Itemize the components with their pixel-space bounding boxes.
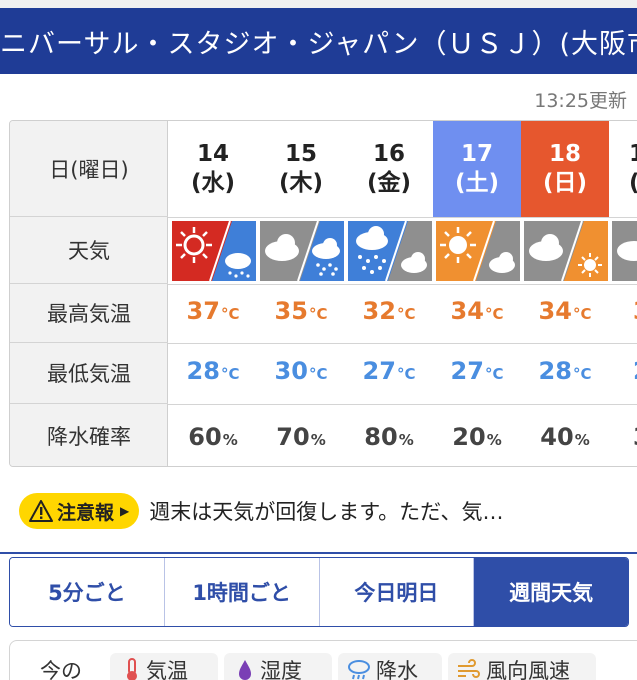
- day-column[interactable]: 15 (木) 35°C 30°C 70%: [257, 121, 345, 466]
- advisory-label: 注意報: [57, 501, 115, 524]
- label-date: 日(曜日): [10, 121, 168, 217]
- cloudy-then-rain-icon: [260, 221, 344, 281]
- weekly-forecast-table: 日(曜日) 天気 最高気温 最低気温 降水確率 14 (水) 37: [9, 120, 637, 467]
- high-temp: 32°C: [362, 297, 416, 325]
- day-weekday: (金): [366, 170, 412, 196]
- warning-icon: [29, 500, 53, 522]
- current-conditions-bar: 今の 気温 湿度 降水 風向風速: [9, 640, 637, 680]
- row-divider: [168, 217, 637, 218]
- day-weekday: (水): [190, 170, 236, 196]
- chip-precipitation[interactable]: [338, 653, 442, 680]
- precipitation-link[interactable]: 降水: [346, 655, 418, 680]
- precip-chance: 60%: [188, 423, 238, 451]
- precip-chance: 80%: [364, 423, 414, 451]
- section-divider: [0, 552, 637, 554]
- day-header: 16 (金): [345, 121, 433, 217]
- day-header-saturday: 17 (土): [433, 121, 521, 217]
- day-date: 18: [548, 141, 581, 167]
- current-label: 今の: [40, 659, 82, 680]
- day-column[interactable]: 18 (日) 34°C 28°C 40%: [521, 121, 609, 466]
- low-temp: 28°C: [538, 357, 592, 385]
- high-temp: 34°C: [538, 297, 592, 325]
- precip-chance: 40%: [540, 423, 590, 451]
- label-precip: 降水確率: [47, 425, 131, 449]
- caret-right-icon: ▶: [120, 504, 130, 518]
- sunny-then-rain-icon: [172, 221, 256, 281]
- tab-today-tomorrow[interactable]: 今日明日: [319, 558, 475, 626]
- tab-weekly[interactable]: 週間天気: [474, 558, 628, 626]
- tab-hourly[interactable]: 1時間ごと: [164, 558, 320, 626]
- high-temp: 35°C: [274, 297, 328, 325]
- humidity-link[interactable]: 湿度: [236, 655, 302, 680]
- thermometer-icon: [127, 658, 137, 680]
- cloudy-then-sunny-icon: [524, 221, 608, 281]
- location-title: ニバーサル・スタジオ・ジャパン（ＵＳＪ）(大阪市: [0, 29, 637, 60]
- day-date: 14: [196, 141, 229, 167]
- row-divider: [168, 284, 637, 285]
- high-temp: 3: [609, 297, 637, 325]
- day-weekday: (土): [454, 170, 500, 196]
- sunny-then-cloudy-icon: [436, 221, 520, 281]
- label-column: 日(曜日) 天気 最高気温 最低気温 降水確率: [10, 121, 168, 466]
- wind-icon: [458, 659, 480, 678]
- rain-then-cloudy-icon: [348, 221, 432, 281]
- low-temp: 28°C: [186, 357, 240, 385]
- top-edge: [0, 0, 637, 8]
- location-header[interactable]: ニバーサル・スタジオ・ジャパン（ＵＳＪ）(大阪市: [0, 8, 637, 74]
- row-divider: [168, 404, 637, 405]
- day-column[interactable]: 14 (水) 37°C 28°C 60%: [169, 121, 257, 466]
- day-header: 14 (水): [169, 121, 257, 217]
- label-high: 最高気温: [10, 284, 168, 343]
- precip-chance: 3: [609, 423, 637, 451]
- advisory-badge[interactable]: 注意報 ▶: [19, 493, 140, 529]
- low-temp: 30°C: [274, 357, 328, 385]
- day-header-sunday: 18 (日): [521, 121, 609, 217]
- day-date: 17: [460, 141, 493, 167]
- low-temp: 27°C: [450, 357, 504, 385]
- day-header: 15 (木): [257, 121, 345, 217]
- droplet-icon: [239, 660, 251, 680]
- label-low: 最低気温: [10, 343, 168, 404]
- day-weekday: (木): [278, 170, 324, 196]
- low-temp: 27°C: [362, 357, 416, 385]
- day-date: 16: [372, 141, 405, 167]
- wind-link[interactable]: 風向風速: [456, 655, 570, 680]
- day-column[interactable]: 1 ( 3 2 3: [609, 121, 637, 466]
- notice-text[interactable]: 週末は天気が回復します。ただ、気…: [149, 500, 504, 524]
- day-column[interactable]: 16 (金) 32°C 27°C 80%: [345, 121, 433, 466]
- day-date: 15: [284, 141, 317, 167]
- label-weather: 天気: [10, 217, 168, 284]
- high-temp: 37°C: [186, 297, 240, 325]
- low-temp: 2: [609, 357, 637, 385]
- day-weekday: (: [629, 169, 637, 198]
- forecast-tabs: 5分ごと 1時間ごと 今日明日 週間天気: [9, 557, 629, 627]
- precip-chance: 70%: [276, 423, 326, 451]
- rain-cloud-icon: [348, 660, 370, 680]
- day-header: 1 (: [609, 121, 637, 217]
- update-time: 13:25更新: [534, 90, 627, 112]
- row-divider: [168, 343, 637, 344]
- high-temp: 34°C: [450, 297, 504, 325]
- day-date: 1: [629, 140, 637, 169]
- temperature-link[interactable]: 気温: [124, 655, 188, 680]
- tab-5min[interactable]: 5分ごと: [10, 558, 165, 626]
- cloudy-icon: [612, 221, 637, 281]
- weather-notice[interactable]: 注意報 ▶ 週末は天気が回復します。ただ、気…: [19, 492, 504, 530]
- day-column[interactable]: 17 (土) 34°C 27°C 20%: [433, 121, 521, 466]
- day-weekday: (日): [542, 170, 588, 196]
- precip-chance: 20%: [452, 423, 502, 451]
